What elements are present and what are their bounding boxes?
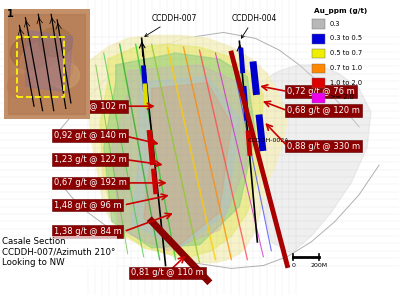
Polygon shape: [39, 27, 73, 57]
Text: 1,23 g/t @ 122 m: 1,23 g/t @ 122 m: [54, 155, 126, 164]
Polygon shape: [8, 14, 85, 114]
FancyBboxPatch shape: [312, 64, 325, 73]
Text: 0.3: 0.3: [330, 21, 340, 27]
Text: >= 2.0: >= 2.0: [330, 94, 354, 100]
Text: 0,92 g/t @ 140 m: 0,92 g/t @ 140 m: [54, 131, 126, 140]
Text: 0,68 g/t @ 120 m: 0,68 g/t @ 120 m: [287, 106, 360, 115]
Text: 0: 0: [291, 263, 295, 268]
Text: 0.7 to 1.0: 0.7 to 1.0: [330, 65, 362, 71]
Polygon shape: [132, 77, 239, 248]
Text: 0,67 g/t @ 192 m: 0,67 g/t @ 192 m: [54, 178, 127, 187]
FancyBboxPatch shape: [312, 49, 325, 58]
Polygon shape: [4, 9, 90, 119]
Text: Au_ppm (g/t): Au_ppm (g/t): [314, 7, 367, 14]
Polygon shape: [10, 37, 49, 70]
Polygon shape: [20, 41, 74, 87]
Text: CCDDH-002A: CCDDH-002A: [247, 137, 289, 142]
Text: 1: 1: [8, 9, 14, 19]
Polygon shape: [88, 35, 287, 263]
Text: 0.3 to 0.5: 0.3 to 0.5: [330, 35, 362, 41]
Bar: [17, 37, 64, 97]
Text: 1,48 g/t @ 96 m: 1,48 g/t @ 96 m: [54, 201, 121, 209]
Text: 0,81 g/t @ 110 m: 0,81 g/t @ 110 m: [131, 268, 204, 277]
Text: CCDDH-007: CCDDH-007: [145, 14, 197, 36]
Polygon shape: [7, 74, 35, 98]
Text: 1,38 g/t @ 84 m: 1,38 g/t @ 84 m: [54, 227, 122, 236]
Polygon shape: [100, 44, 263, 257]
Polygon shape: [112, 65, 247, 251]
Text: CCDDH-004: CCDDH-004: [231, 14, 277, 38]
Polygon shape: [26, 31, 73, 92]
FancyBboxPatch shape: [312, 78, 325, 88]
Text: 0,72 g/t @ 76 m: 0,72 g/t @ 76 m: [287, 87, 355, 96]
FancyBboxPatch shape: [312, 34, 325, 44]
FancyBboxPatch shape: [312, 19, 325, 29]
Text: Casale Section
CCDDH-007/Azimuth 210°
Looking to NW: Casale Section CCDDH-007/Azimuth 210° Lo…: [2, 237, 115, 267]
Text: 0.5 to 0.7: 0.5 to 0.7: [330, 50, 362, 56]
Text: 1.0 to 2.0: 1.0 to 2.0: [330, 80, 362, 86]
Polygon shape: [144, 83, 231, 245]
Text: 0,70 g/t @ 102 m: 0,70 g/t @ 102 m: [54, 102, 126, 111]
Polygon shape: [104, 53, 255, 248]
Polygon shape: [49, 62, 79, 88]
Text: 0,88 g/t @ 330 m: 0,88 g/t @ 330 m: [287, 142, 360, 150]
Text: 200M: 200M: [311, 263, 328, 268]
FancyBboxPatch shape: [312, 93, 325, 103]
Polygon shape: [259, 65, 371, 254]
